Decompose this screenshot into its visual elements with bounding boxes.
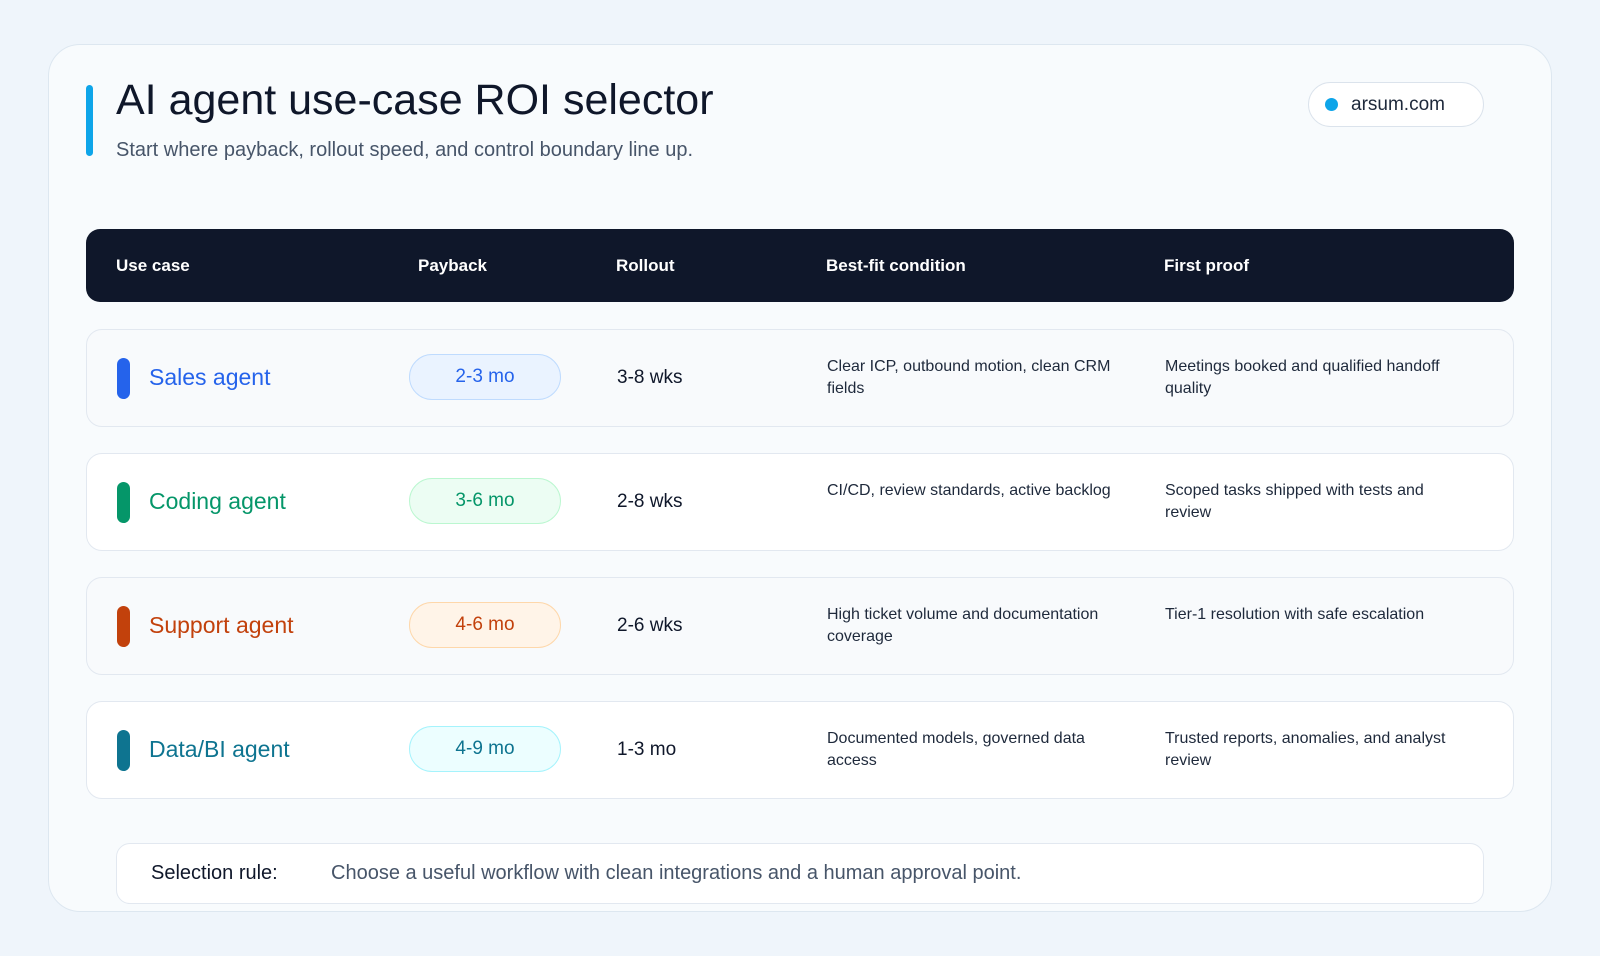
badge-dot — [1325, 98, 1338, 111]
column-header: Use case — [116, 256, 190, 275]
subtitle: Start where payback, rollout speed, and … — [116, 139, 694, 161]
rollout: 2-6 wks — [617, 615, 683, 636]
payback-pill: 3-6 mo — [409, 478, 561, 524]
column-header: First proof — [1164, 256, 1249, 275]
payback-pill: 4-6 mo — [409, 602, 561, 648]
row-indicator — [117, 606, 130, 647]
table-row: Sales agent 2-3 mo 3-8 wks Clear ICP, outbo… — [86, 329, 1514, 427]
badge-text: arsum.com — [1351, 93, 1445, 115]
condition: CI/CD, review standards, active backlog — [827, 482, 1111, 499]
table-row: Coding agent 3-6 mo 2-8 wks CI/CD, review s… — [86, 453, 1514, 551]
rollout: 2-8 wks — [617, 491, 683, 512]
column-header: Best-fit condition — [826, 256, 966, 275]
column-header: Rollout — [616, 256, 675, 275]
use-case: Data/BI agent — [149, 736, 290, 762]
first-proof: Scoped tasks shipped with tests and revi… — [1165, 482, 1424, 521]
table-header: Use case Payback Rollout Best-fit condition… — [86, 229, 1514, 302]
condition: High ticket volume and documentation cov… — [827, 606, 1099, 645]
footer-label: Selection rule: — [151, 862, 278, 884]
footer-text: Choose a useful workflow with clean inte… — [331, 862, 1022, 884]
condition: Documented models, governed data access — [827, 730, 1085, 769]
first-proof: Tier-1 resolution with safe escalation — [1165, 606, 1425, 623]
accent-bar — [86, 85, 93, 156]
column-header: Payback — [418, 256, 487, 275]
table-row: Support agent 4-6 mo 2-6 wks High ticket vo… — [86, 577, 1514, 675]
title: AI agent use-case ROI selector — [116, 76, 714, 124]
table-row: Data/BI agent 4-9 mo 1-3 mo Documented mode… — [86, 701, 1514, 799]
payback-pill: 2-3 mo — [409, 354, 561, 400]
badge[interactable]: arsum.com — [1308, 82, 1484, 127]
condition: Clear ICP, outbound motion, clean CRM fi… — [827, 358, 1111, 397]
rollout: 1-3 mo — [617, 739, 677, 760]
use-case: Coding agent — [149, 488, 286, 514]
footer: Selection rule: Choose a useful workflow… — [116, 843, 1484, 904]
first-proof: Meetings booked and qualified handoff qu… — [1165, 358, 1440, 397]
row-indicator — [117, 358, 130, 399]
use-case: Sales agent — [149, 364, 271, 390]
use-case: Support agent — [149, 612, 294, 638]
rollout: 3-8 wks — [617, 367, 683, 388]
row-indicator — [117, 730, 130, 771]
row-indicator — [117, 482, 130, 523]
first-proof: Trusted reports, anomalies, and analyst … — [1165, 730, 1446, 769]
payback-pill: 4-9 mo — [409, 726, 561, 772]
